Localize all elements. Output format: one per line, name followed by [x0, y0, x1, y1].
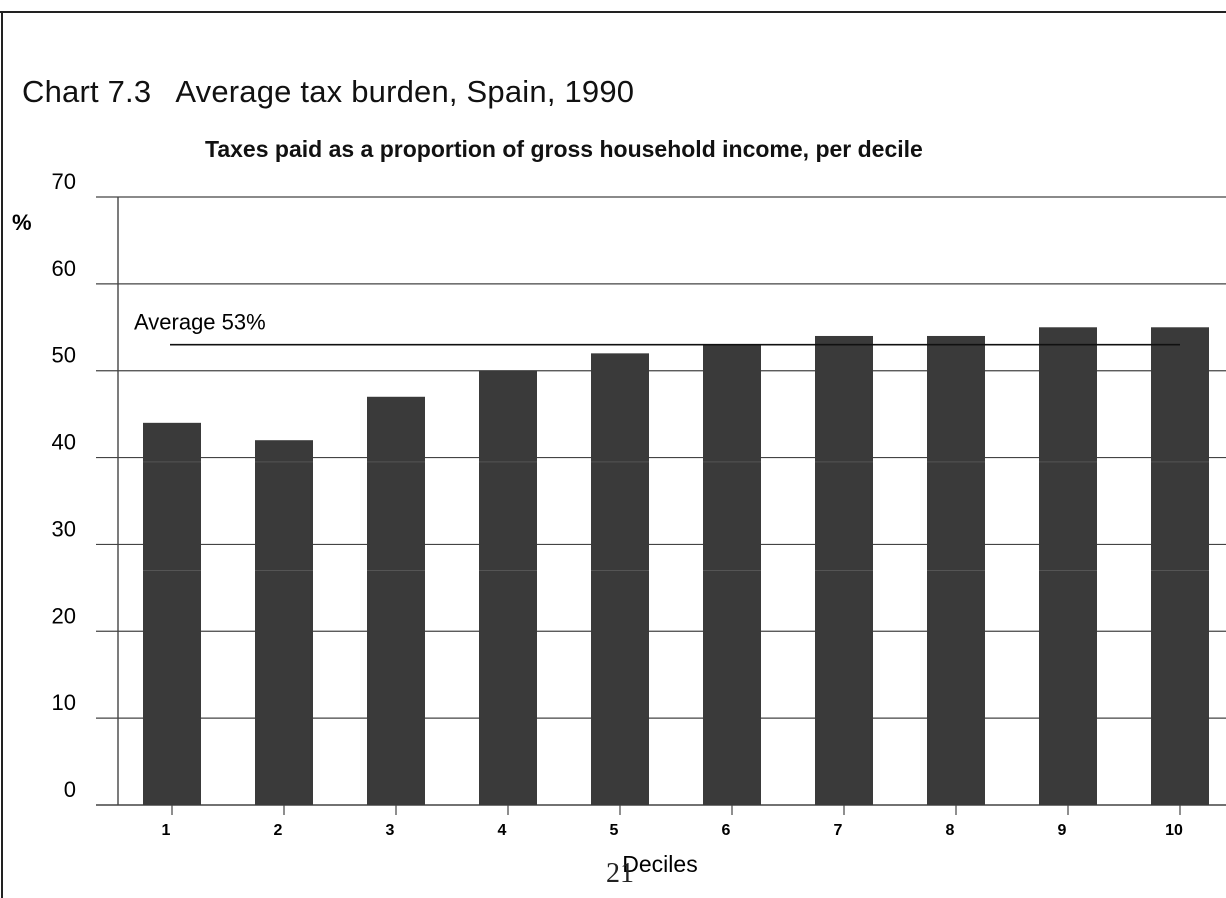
x-tick-label: 6	[722, 822, 731, 839]
y-tick-label: 60	[52, 256, 76, 281]
bar-decile-3	[367, 396, 425, 805]
bar-decile-5	[591, 353, 649, 805]
bar-decile-10	[1151, 327, 1209, 805]
x-tick-label: 2	[274, 822, 283, 839]
y-tick-label: 40	[52, 430, 76, 455]
x-tick-label: 10	[1165, 822, 1183, 839]
average-line-group: Average 53%	[134, 310, 1180, 346]
y-axis-label: %	[12, 210, 32, 235]
bars	[143, 327, 1209, 805]
x-tick-label: 9	[1058, 822, 1067, 839]
chart-title-text: Average tax burden, Spain, 1990	[175, 74, 635, 109]
bar-decile-6	[703, 344, 761, 805]
y-tick-label: 50	[52, 343, 76, 368]
bar-decile-2	[255, 440, 313, 805]
x-tick-label: 3	[386, 822, 395, 839]
x-tick-label: 5	[610, 822, 619, 839]
x-axis-label: Deciles	[622, 851, 697, 877]
x-tick-label: 1	[162, 822, 171, 839]
x-tick-label: 4	[498, 822, 507, 839]
y-tick-label: 70	[52, 169, 76, 194]
bar-decile-4	[479, 370, 537, 805]
chart-number: Chart 7.3	[22, 74, 152, 109]
chart-subtitle: Taxes paid as a proportion of gross hous…	[205, 136, 923, 162]
x-tick-label: 7	[834, 822, 843, 839]
y-tick-label: 30	[52, 516, 76, 541]
y-tick-label: 10	[52, 690, 76, 715]
axes: 0 10 20 30 40 50 60 70 1 2 3 4 5 6 7 8 9 10	[52, 169, 1183, 839]
average-line-label: Average 53%	[134, 310, 266, 335]
bar-decile-9	[1039, 327, 1097, 805]
chart-title: Chart 7.3 Average tax burden, Spain, 1990	[22, 74, 634, 110]
x-tick-label: 8	[946, 822, 955, 839]
bar-decile-1	[143, 422, 201, 805]
y-tick-label: 20	[52, 603, 76, 628]
y-tick-label: 0	[64, 777, 76, 802]
page-number: 21	[606, 858, 634, 889]
